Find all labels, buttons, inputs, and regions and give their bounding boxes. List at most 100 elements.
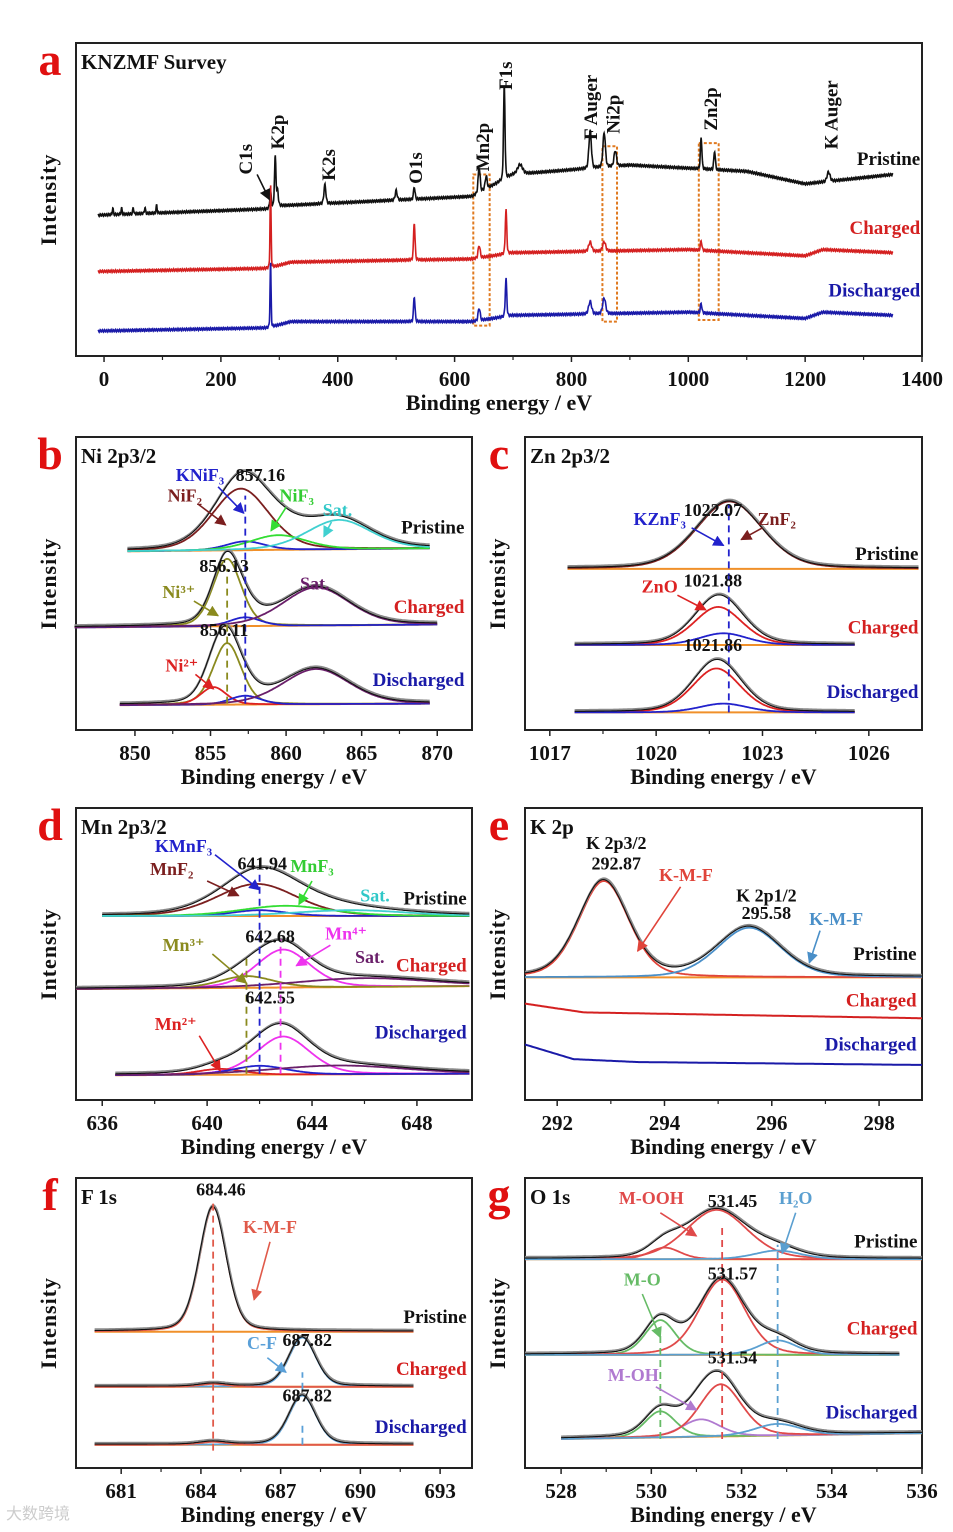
fit-envelope (525, 1206, 922, 1259)
raw-data (94, 1336, 414, 1387)
component-sat. (74, 586, 438, 629)
peak-label: F Auger (581, 74, 602, 140)
plot-frame (524, 1177, 923, 1469)
panel-title: K 2p (530, 815, 574, 839)
spectrum-pristine (102, 864, 470, 917)
x-tick-label: 644 (296, 1111, 328, 1135)
survey-line (97, 185, 894, 275)
highlight-box-mn2p (472, 173, 491, 327)
raw-data (524, 879, 922, 977)
plot-frame (75, 1177, 473, 1469)
spectrum-line (524, 1002, 922, 1020)
fit-envelope (561, 1369, 922, 1438)
x-tick-label: 693 (424, 1479, 456, 1503)
spectrum-pristine (97, 85, 894, 219)
series-label: Charged (396, 1359, 467, 1380)
component-h₂o (561, 1423, 922, 1440)
annotation-arrow (266, 1357, 287, 1373)
series-label: Pristine (403, 1307, 466, 1328)
component-sat. (127, 519, 430, 552)
spectrum-discharged (97, 262, 894, 334)
component-k 2p1/2 (525, 926, 922, 978)
annotation-arrow (740, 527, 763, 541)
peak-label: K Auger (821, 80, 842, 150)
annotation-label: NiF₂ (168, 485, 202, 505)
annotation-label: Sat. (360, 885, 390, 905)
component-kznf₃ (574, 632, 855, 646)
annotation-label: NiF₃ (279, 485, 314, 505)
x-tick-label: 648 (401, 1111, 433, 1135)
raw-data (127, 470, 430, 550)
annotation-label: 531.54 (708, 1348, 758, 1368)
x-tick-label: 865 (346, 741, 378, 765)
peak-label: F1s (496, 61, 517, 90)
fit-envelope (102, 864, 470, 915)
fit-envelope (119, 623, 430, 704)
annotation-label: Mn²⁺ (155, 1014, 197, 1034)
annotation-label: Sat. (300, 573, 330, 593)
series-label: Discharged (828, 281, 920, 302)
x-tick-label: 532 (726, 1479, 758, 1503)
panel-b: 850 855 860 865 870 Binding energy / eV Intens… (36, 428, 473, 789)
annotation-label: 856.11 (200, 620, 249, 640)
raw-data (94, 1394, 414, 1445)
annotation-label: 687.82 (282, 1330, 332, 1350)
panel-title: F 1s (81, 1185, 117, 1209)
series-label: Pristine (855, 544, 918, 565)
annotation-label: K 2p3/2 (586, 833, 647, 853)
series-label: Discharged (375, 1023, 467, 1044)
annotation-label: 1021.86 (684, 635, 743, 655)
x-tick-label: 200 (205, 367, 237, 391)
x-tick-label: 684 (185, 1479, 217, 1503)
plot-frame (524, 436, 923, 731)
component-sat. (115, 1064, 470, 1076)
annotation-arrow (780, 1212, 797, 1255)
y-axis-label: Intensity (36, 1277, 61, 1369)
annotation-arrow (214, 854, 261, 891)
annotation-label: 684.46 (196, 1179, 246, 1199)
panel-title: Ni 2p3/2 (81, 444, 156, 468)
component-sat. (102, 909, 470, 917)
panel-title: Mn 2p3/2 (81, 815, 167, 839)
x-tick-label: 1026 (848, 741, 890, 765)
series-label: Charged (848, 617, 919, 638)
series-label: Discharged (373, 670, 465, 691)
highlight-box-ni2p (601, 145, 619, 323)
x-tick-label: 640 (191, 1111, 223, 1135)
series-label: Pristine (857, 149, 920, 170)
x-tick-label: 292 (541, 1111, 573, 1135)
annotation-arrow (194, 673, 215, 690)
annotation-label: 295.58 (742, 903, 792, 923)
series-label: Pristine (853, 944, 916, 965)
fit-envelope (574, 592, 855, 644)
annotation-label: MnF₂ (150, 859, 193, 879)
series-label: Pristine (854, 1232, 917, 1253)
annotation-label: 1022.07 (684, 500, 743, 520)
annotation-label: Mn⁴⁺ (325, 923, 367, 943)
spectrum-pristine (525, 1206, 922, 1261)
x-tick-label: 1020 (635, 741, 677, 765)
component-zno (574, 667, 855, 713)
series-label: Charged (396, 956, 467, 977)
spectrum-charged (76, 937, 470, 990)
annotation-arrow (295, 944, 331, 967)
component-h₂o (525, 1339, 900, 1356)
panel-d: 636 640 644 648 Binding energy / eV Intensity… (36, 799, 473, 1159)
annotation-label: 856.13 (199, 556, 249, 576)
raw-data (76, 939, 470, 989)
y-axis-label: Intensity (485, 908, 510, 1000)
panel-letter: f (42, 1169, 58, 1220)
panel-letter: a (39, 34, 62, 85)
annotation-label: Sat. (323, 500, 353, 520)
annotation-arrow (659, 1212, 698, 1237)
annotation-arrow (807, 930, 821, 964)
fit-envelope (94, 1392, 414, 1445)
spectrum-line (524, 1043, 923, 1066)
annotation-arrow (636, 886, 682, 953)
panel-c: 1017 1020 1023 1026 Binding energy / eV Inten… (485, 428, 923, 789)
annotation-label: K-M-F (659, 865, 713, 885)
fit-envelope (76, 937, 470, 988)
x-tick-label: 296 (756, 1111, 788, 1135)
raw-data (115, 1022, 470, 1075)
x-tick-label: 690 (345, 1479, 377, 1503)
